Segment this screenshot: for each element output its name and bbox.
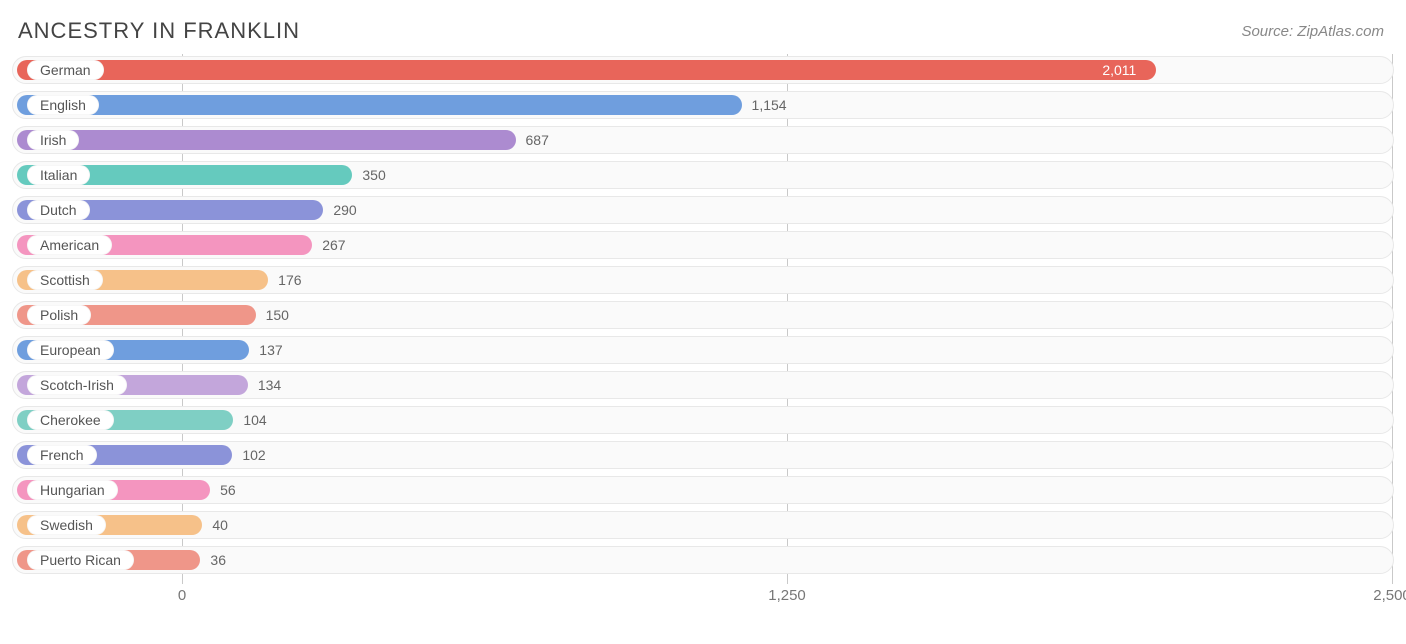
bar-category-label: American [27,235,112,255]
bar-value-label: 176 [268,267,301,293]
bar-value-label: 150 [256,302,289,328]
bar-track: Italian 350 [12,161,1394,189]
bar-track: American 267 [12,231,1394,259]
x-axis: 01,2502,500 [12,581,1394,611]
bar-value-label: 137 [249,337,282,363]
bar-category-label: French [27,445,97,465]
bar-category-label: Dutch [27,200,90,220]
bar-category-label: Polish [27,305,91,325]
bar-category-label: Scottish [27,270,103,290]
bar-value-label: 290 [323,197,356,223]
bar-value-label: 104 [233,407,266,433]
bar-value-label: 36 [200,547,226,573]
chart-area: German 2,011 English 1,154 Irish 687 Italian 35… [12,54,1394,614]
bar-value-label: 267 [312,232,345,258]
bar-category-label: Italian [27,165,90,185]
bar-value-label: 687 [516,127,549,153]
bar-track: Dutch 290 [12,196,1394,224]
bar-track: Polish 150 [12,301,1394,329]
bar-value-label: 102 [232,442,265,468]
bar-track: Scottish 176 [12,266,1394,294]
bar-track: Cherokee 104 [12,406,1394,434]
bar-value-label: 1,154 [742,92,787,118]
bar-track: European 137 [12,336,1394,364]
bar-value-label: 40 [202,512,228,538]
bar-category-label: European [27,340,114,360]
bar-category-label: German [27,60,104,80]
bar-track: Hungarian 56 [12,476,1394,504]
chart-header: ANCESTRY IN FRANKLIN Source: ZipAtlas.co… [0,0,1406,54]
bar-category-label: Puerto Rican [27,550,134,570]
bar-value-label: 134 [248,372,281,398]
bar-track: Irish 687 [12,126,1394,154]
bar-category-label: Hungarian [27,480,118,500]
chart-title: ANCESTRY IN FRANKLIN [18,18,300,44]
bar-track: Puerto Rican 36 [12,546,1394,574]
bar-container: German 2,011 English 1,154 Irish 687 Italian 35… [12,54,1394,574]
bar-track: Scotch-Irish 134 [12,371,1394,399]
x-tick-label: 0 [178,587,186,604]
x-tick-label: 1,250 [768,587,806,604]
bar-track: German 2,011 [12,56,1394,84]
bar [17,130,516,150]
bar-track: English 1,154 [12,91,1394,119]
x-tick-label: 2,500 [1373,587,1406,604]
bar [17,60,1156,80]
bar-value-label: 2,011 [1102,57,1150,83]
chart-source: Source: ZipAtlas.com [1241,23,1384,40]
bar-category-label: Swedish [27,515,106,535]
bar-value-label: 56 [210,477,236,503]
bar-category-label: Cherokee [27,410,114,430]
bar-track: Swedish 40 [12,511,1394,539]
bar [17,95,742,115]
bar-category-label: Scotch-Irish [27,375,127,395]
bar-category-label: Irish [27,130,79,150]
bar-category-label: English [27,95,99,115]
bar-value-label: 350 [352,162,385,188]
bar-track: French 102 [12,441,1394,469]
